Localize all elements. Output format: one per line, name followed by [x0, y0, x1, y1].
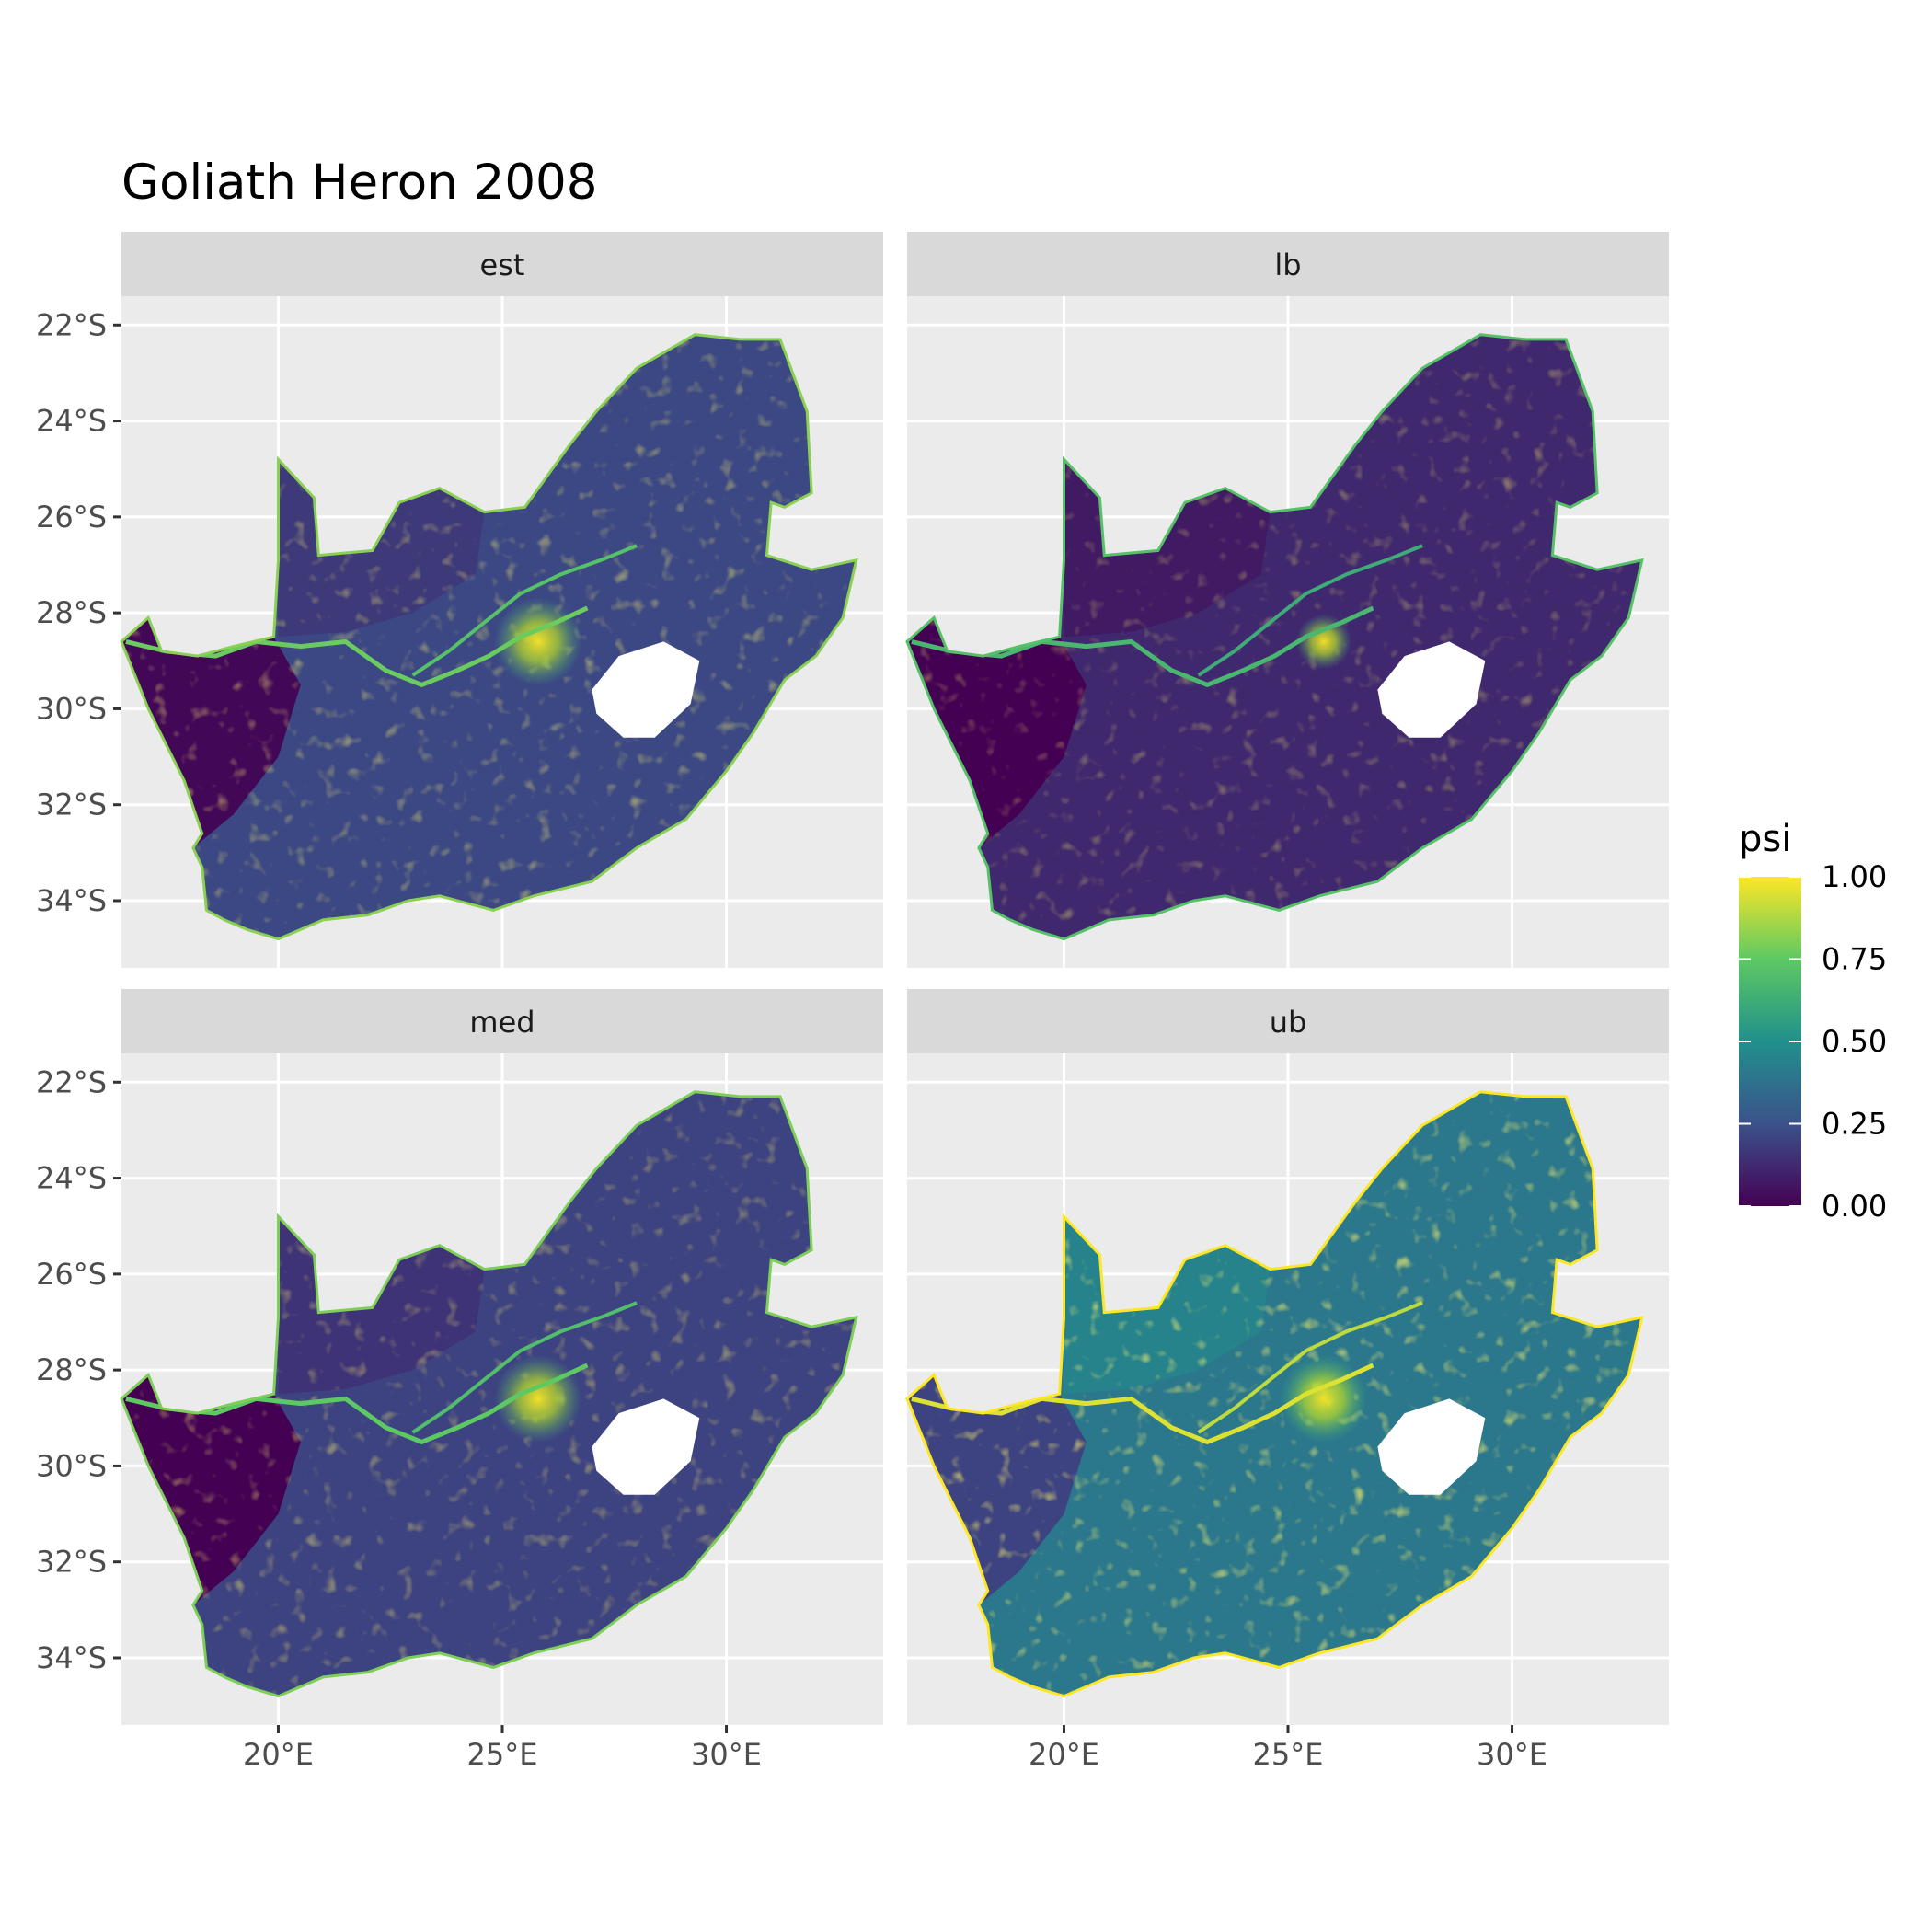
vaal-river	[411, 544, 638, 677]
coastline	[120, 1090, 858, 1698]
y-tick-label: 28°S	[36, 595, 107, 630]
y-tick-label: 30°S	[36, 691, 107, 726]
x-tick-label: 25°E	[1253, 1737, 1324, 1772]
lesotho-gap	[1377, 1398, 1486, 1495]
psi-hotspot	[1279, 1354, 1368, 1443]
facet-panel-lb: lb	[905, 232, 1669, 968]
y-tick-label: 32°S	[36, 1545, 107, 1580]
facet-panel-ub: ub 20°E 25°E 30°E	[905, 989, 1669, 1772]
x-tick-label: 30°E	[1477, 1737, 1547, 1772]
y-tick-label: 30°S	[36, 1448, 107, 1483]
facet-panel-est: est 22°S 24°S 26°S 28°S 30°S 32°S 34°S	[36, 232, 883, 968]
x-tick-label: 20°E	[1029, 1737, 1099, 1772]
x-tick-label: 20°E	[243, 1737, 314, 1772]
y-tick-label: 26°S	[36, 500, 107, 535]
facet-label: ub	[1270, 1005, 1307, 1040]
coastline	[905, 333, 1644, 941]
lesotho-gap	[592, 641, 700, 738]
orange-river	[125, 1363, 589, 1445]
legend-label: 1.00	[1822, 859, 1887, 894]
y-tick-label: 32°S	[36, 788, 107, 822]
orange-river	[911, 1363, 1374, 1445]
facet-panels: est 22°S 24°S 26°S 28°S 30°S 32°S 34°S lb med 22°S…	[36, 232, 1669, 1772]
orange-river	[911, 605, 1374, 688]
facet-label: med	[469, 1005, 535, 1040]
lesotho-gap	[1377, 641, 1486, 738]
vaal-river	[1197, 1301, 1423, 1434]
facet-strip	[907, 232, 1669, 296]
facet-label: est	[480, 247, 525, 282]
psi-hotspot	[493, 597, 582, 686]
chart-title: Goliath Heron 2008	[121, 155, 597, 211]
facet-panel-med: med 22°S 24°S 26°S 28°S 30°S 32°S 34°S 20°E 25°E 3…	[36, 989, 883, 1772]
vaal-river	[411, 1301, 638, 1434]
facet-label: lb	[1274, 247, 1301, 282]
coastline	[905, 1090, 1644, 1698]
facet-strip	[121, 232, 883, 296]
x-tick-label: 30°E	[691, 1737, 762, 1772]
lesotho-gap	[592, 1398, 700, 1495]
legend-label: 0.50	[1822, 1024, 1887, 1059]
psi-hotspot	[493, 1354, 582, 1443]
orange-river	[125, 605, 589, 688]
y-tick-label: 26°S	[36, 1257, 107, 1292]
y-tick-label: 34°S	[36, 1640, 107, 1675]
y-tick-label: 22°S	[36, 307, 107, 342]
coastline	[120, 333, 858, 941]
vaal-river	[1197, 544, 1423, 677]
facet-strip	[907, 989, 1669, 1053]
y-tick-label: 28°S	[36, 1352, 107, 1387]
y-tick-label: 22°S	[36, 1064, 107, 1099]
y-tick-label: 24°S	[36, 404, 107, 439]
x-tick-label: 25°E	[467, 1737, 538, 1772]
y-tick-label: 24°S	[36, 1161, 107, 1196]
legend-label: 0.75	[1822, 942, 1887, 977]
legend-title: psi	[1739, 818, 1791, 860]
legend: psi 1.00 0.75 0.50 0.25 0.00	[1739, 818, 1887, 1224]
y-tick-label: 34°S	[36, 883, 107, 918]
legend-label: 0.00	[1822, 1189, 1887, 1224]
psi-hotspot	[1295, 614, 1351, 670]
facet-strip	[121, 989, 883, 1053]
legend-label: 0.25	[1822, 1107, 1887, 1142]
